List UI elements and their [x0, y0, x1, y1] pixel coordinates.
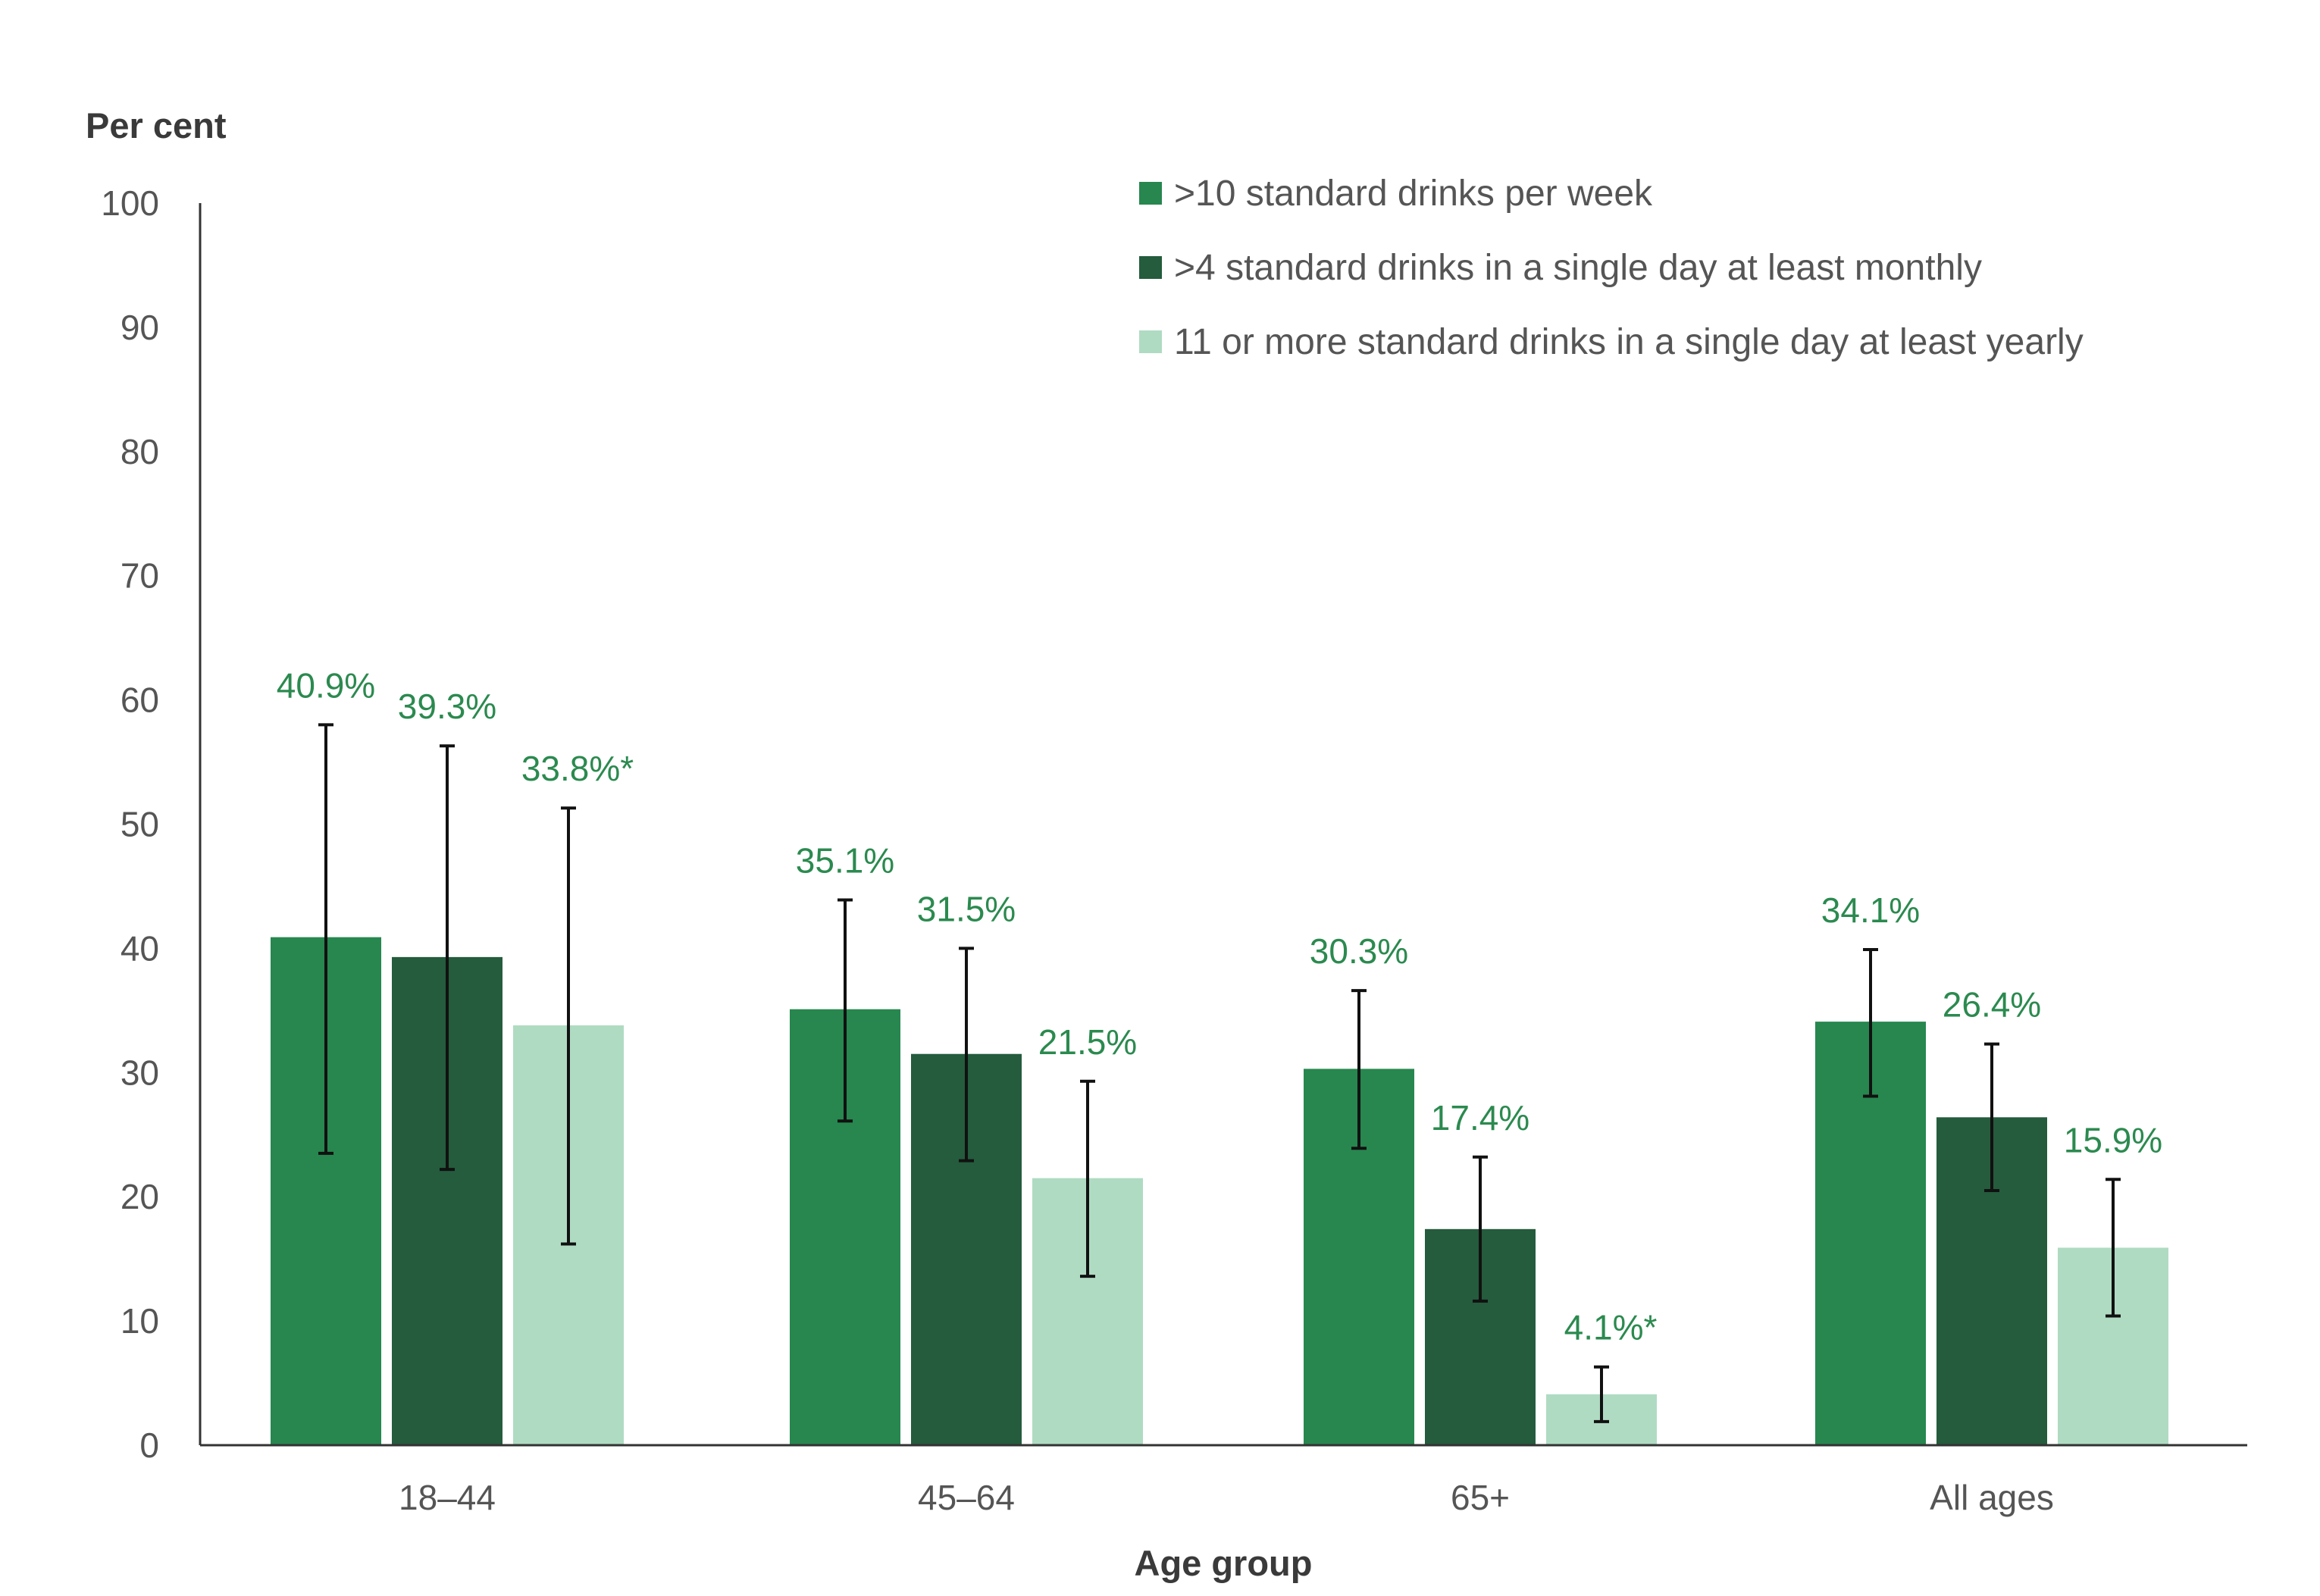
- legend-swatch: [1139, 256, 1162, 279]
- x-axis-title: Age group: [1135, 1543, 1313, 1583]
- x-axis-ticks: 18–44 45–64 65+ All ages: [399, 1478, 2054, 1517]
- error-bar: [959, 947, 974, 1163]
- y-tick-label: 100: [101, 183, 159, 223]
- x-tick-label: 65+: [1451, 1478, 1510, 1517]
- y-tick-label: 80: [121, 432, 159, 471]
- data-label: 34.1%: [1821, 890, 1920, 930]
- y-tick-label: 20: [121, 1177, 159, 1216]
- y-tick-label: 60: [121, 681, 159, 720]
- legend-swatch: [1139, 182, 1162, 205]
- y-tick-label: 0: [139, 1425, 159, 1465]
- data-label: 33.8%*: [521, 749, 634, 788]
- x-tick-label: All ages: [1930, 1478, 2054, 1517]
- legend-item: >4 standard drinks in a single day at le…: [1139, 248, 1982, 288]
- legend-label: 11 or more standard drinks in a single d…: [1174, 322, 2084, 362]
- error-bar: [1863, 948, 1878, 1098]
- legend-item: 11 or more standard drinks in a single d…: [1139, 322, 2084, 362]
- legend-item: >10 standard drinks per week: [1139, 174, 1653, 214]
- error-bar: [1594, 1365, 1609, 1423]
- y-tick-label: 70: [121, 556, 159, 596]
- data-label: 30.3%: [1310, 931, 1408, 971]
- data-label: 4.1%*: [1564, 1308, 1658, 1347]
- bars: [271, 937, 2168, 1445]
- data-label: 35.1%: [796, 840, 894, 880]
- x-tick-label: 45–64: [918, 1478, 1015, 1517]
- x-tick-label: 18–44: [399, 1478, 496, 1517]
- error-bar: [318, 723, 333, 1155]
- y-tick-label: 40: [121, 928, 159, 968]
- data-label: 40.9%: [277, 665, 375, 705]
- data-label: 15.9%: [2064, 1120, 2162, 1159]
- error-bar: [1351, 989, 1367, 1150]
- error-bar: [561, 806, 576, 1246]
- error-bars: [318, 723, 2121, 1423]
- legend-swatch: [1139, 330, 1162, 353]
- data-label: 21.5%: [1038, 1022, 1137, 1062]
- y-tick-label: 10: [121, 1301, 159, 1341]
- error-bar: [1984, 1042, 1999, 1193]
- legend-label: >4 standard drinks in a single day at le…: [1174, 248, 1982, 288]
- y-axis-title: Per cent: [86, 105, 227, 146]
- error-bar: [838, 898, 853, 1123]
- error-bar: [1080, 1079, 1095, 1278]
- error-bar: [440, 744, 455, 1172]
- y-tick-label: 30: [121, 1053, 159, 1092]
- data-label: 31.5%: [917, 889, 1016, 928]
- legend: >10 standard drinks per week >4 standard …: [1139, 174, 2084, 362]
- data-label: 17.4%: [1431, 1098, 1529, 1138]
- y-axis-ticks: 0 10 20 30 40 50 60 70 80 90 100: [101, 183, 159, 1465]
- data-label: 39.3%: [398, 687, 496, 726]
- error-bar: [2106, 1178, 2121, 1318]
- y-tick-label: 90: [121, 308, 159, 347]
- data-label: 26.4%: [1943, 985, 2041, 1025]
- legend-label: >10 standard drinks per week: [1174, 174, 1653, 214]
- data-labels: 40.9% 35.1% 30.3% 34.1% 39.3% 31.5% 17.4% 26.4%…: [277, 665, 2162, 1347]
- y-tick-label: 50: [121, 805, 159, 844]
- error-bar: [1473, 1155, 1488, 1303]
